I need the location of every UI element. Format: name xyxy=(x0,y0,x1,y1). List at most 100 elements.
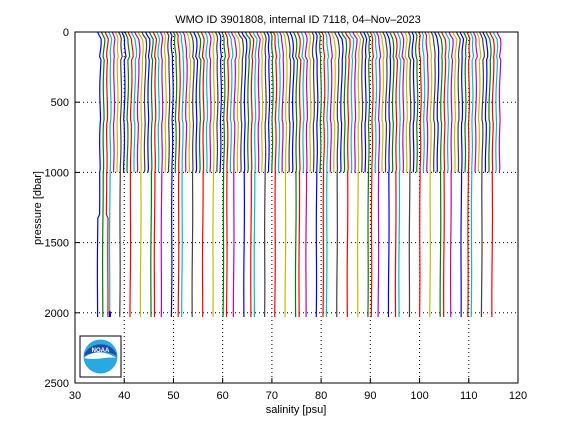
profile-line-1 xyxy=(96,31,102,318)
x-tick-label-30: 30 xyxy=(69,390,81,402)
y-tick-label-1000: 1000 xyxy=(45,167,69,179)
x-tick-label-90: 90 xyxy=(364,390,376,402)
profile-line-105 xyxy=(455,31,461,173)
profile-line-66 xyxy=(321,31,326,318)
profile-line-56 xyxy=(285,31,292,173)
profile-line-78 xyxy=(363,31,368,173)
profile-line-38 xyxy=(224,31,230,318)
profile-line-81 xyxy=(372,31,378,173)
profile-line-42 xyxy=(237,31,244,173)
profile-line-100 xyxy=(437,31,443,318)
profile-line-59 xyxy=(296,31,302,318)
profile-line-102 xyxy=(444,31,451,173)
profile-line-115 xyxy=(489,31,495,318)
profile-line-23 xyxy=(172,31,178,173)
profile-line-109 xyxy=(469,31,475,318)
profile-line-74 xyxy=(348,31,355,173)
profile-line-19 xyxy=(159,31,164,318)
profile-line-31 xyxy=(200,31,205,318)
profile-line-113 xyxy=(482,31,489,173)
y-tick-label-0: 0 xyxy=(63,27,69,39)
y-tick-label-1500: 1500 xyxy=(45,238,69,250)
profile-line-10 xyxy=(127,31,134,318)
profile-line-13 xyxy=(137,31,144,318)
profile-line-46 xyxy=(252,31,258,318)
tick-layer: 30 40 50 60 70 80 90 100 110 120 0 500 1000 1500 2000 2… xyxy=(45,27,528,402)
y-axis-label: pressure [dbar] xyxy=(32,171,44,245)
axes-box xyxy=(74,31,519,384)
profile-line-88 xyxy=(396,31,402,318)
profile-line-106 xyxy=(459,31,465,318)
profile-line-39 xyxy=(227,31,234,173)
x-tick-label-100: 100 xyxy=(410,390,428,402)
profile-line-108 xyxy=(466,31,471,318)
profile-line-32 xyxy=(204,31,209,173)
profile-line-35 xyxy=(214,31,219,173)
profile-line-62 xyxy=(307,31,312,173)
profile-layer xyxy=(96,31,502,318)
x-tick-label-110: 110 xyxy=(460,390,478,402)
profile-line-15 xyxy=(145,31,151,173)
y-tick-label-500: 500 xyxy=(51,97,69,109)
profile-line-111 xyxy=(475,31,482,173)
profile-line-44 xyxy=(244,31,251,173)
x-tick-label-70: 70 xyxy=(266,390,278,402)
profile-line-57 xyxy=(289,31,295,173)
y-tick-label-2000: 2000 xyxy=(45,308,69,320)
profile-line-53 xyxy=(275,31,281,173)
profile-line-33 xyxy=(207,31,212,173)
profile-line-82 xyxy=(375,31,382,318)
profile-line-11 xyxy=(130,31,138,173)
profile-line-55 xyxy=(282,31,288,318)
profile-line-79 xyxy=(366,31,371,318)
profile-line-41 xyxy=(234,31,241,173)
profile-line-6 xyxy=(114,31,119,173)
profile-line-29 xyxy=(193,31,199,173)
profile-line-64 xyxy=(314,31,319,318)
x-axis-label: salinity [psu] xyxy=(266,404,327,416)
profile-line-17 xyxy=(152,31,158,318)
profile-line-25 xyxy=(179,31,185,318)
profile-line-4 xyxy=(108,31,113,318)
profile-line-86 xyxy=(389,31,395,173)
profile-line-98 xyxy=(430,31,436,173)
profile-line-116 xyxy=(492,31,499,173)
x-tick-label-40: 40 xyxy=(118,390,130,402)
profile-line-97 xyxy=(427,31,433,318)
noaa-logo-text: NOAA xyxy=(92,348,110,354)
profile-line-85 xyxy=(385,31,392,318)
profile-line-49 xyxy=(263,31,267,318)
profile-line-70 xyxy=(333,31,341,318)
profile-line-73 xyxy=(344,31,351,318)
x-tick-label-50: 50 xyxy=(167,390,179,402)
profile-line-48 xyxy=(259,31,264,173)
profile-line-58 xyxy=(292,31,299,318)
profile-line-18 xyxy=(156,31,161,173)
profile-line-24 xyxy=(175,31,181,318)
profile-line-93 xyxy=(414,31,419,173)
profile-line-61 xyxy=(304,31,308,318)
profile-line-95 xyxy=(421,31,426,173)
profile-line-103 xyxy=(448,31,454,318)
profile-line-69 xyxy=(330,31,337,173)
profile-line-34 xyxy=(211,31,216,318)
profile-line-51 xyxy=(269,31,274,173)
y-tick-label-2500: 2500 xyxy=(45,378,69,390)
profile-line-52 xyxy=(272,31,278,318)
profile-line-96 xyxy=(424,31,429,173)
x-tick-label-80: 80 xyxy=(315,390,327,402)
profile-line-9 xyxy=(124,31,131,173)
profile-line-117 xyxy=(496,31,502,173)
profile-line-50 xyxy=(266,31,271,173)
profile-line-40 xyxy=(230,31,238,318)
profile-line-27 xyxy=(185,31,192,173)
profile-line-37 xyxy=(221,31,227,318)
profile-line-75 xyxy=(352,31,358,173)
profile-line-107 xyxy=(463,31,468,173)
profile-line-83 xyxy=(379,31,385,173)
profile-line-5 xyxy=(111,31,116,173)
profile-line-63 xyxy=(311,31,315,173)
profile-line-68 xyxy=(327,31,333,173)
grid-layer xyxy=(75,32,518,383)
